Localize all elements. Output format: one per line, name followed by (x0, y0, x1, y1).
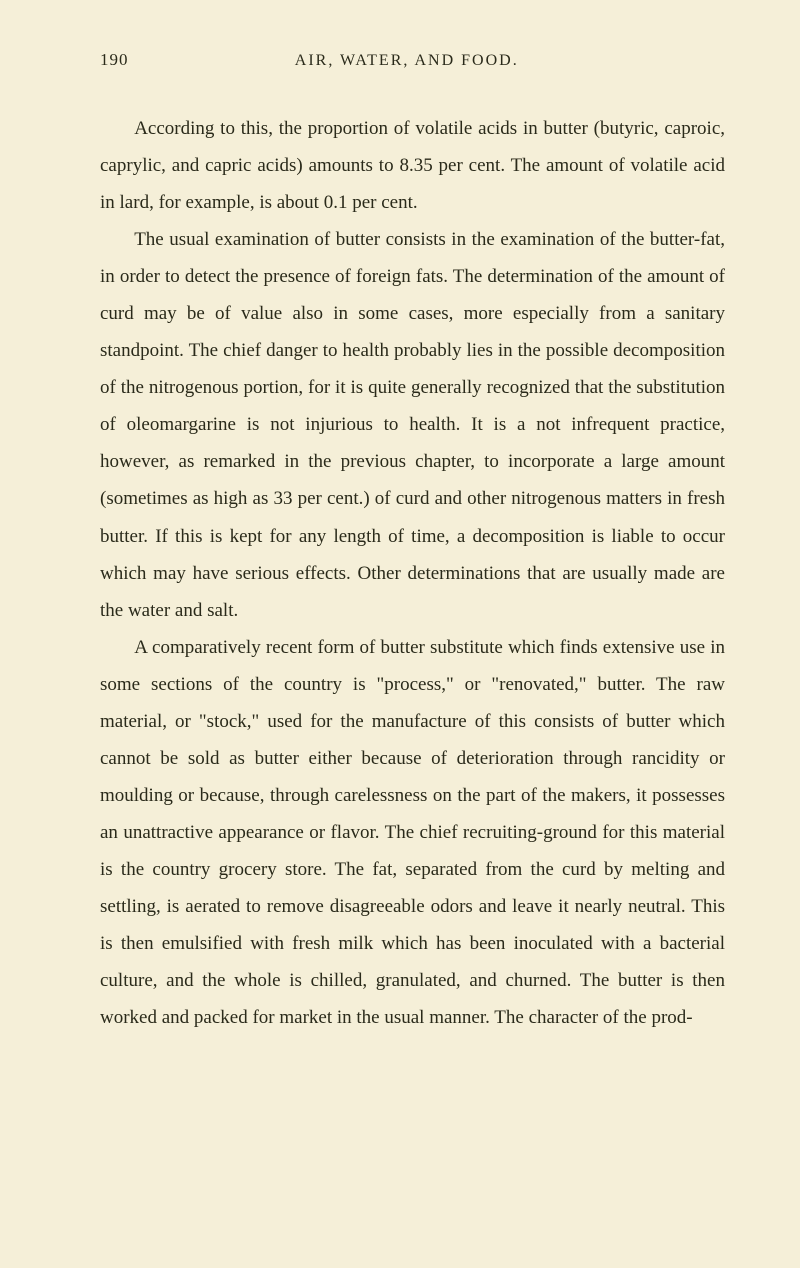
chapter-title: AIR, WATER, AND FOOD. (89, 52, 726, 70)
paragraph-3: A comparatively recent form of butter su… (100, 629, 725, 1037)
page-header: 190 AIR, WATER, AND FOOD. (100, 50, 725, 70)
paragraph-1: According to this, the proportion of vol… (100, 110, 725, 221)
body-text: According to this, the proportion of vol… (100, 110, 725, 1036)
paragraph-2: The usual examination of butter consists… (100, 221, 725, 629)
